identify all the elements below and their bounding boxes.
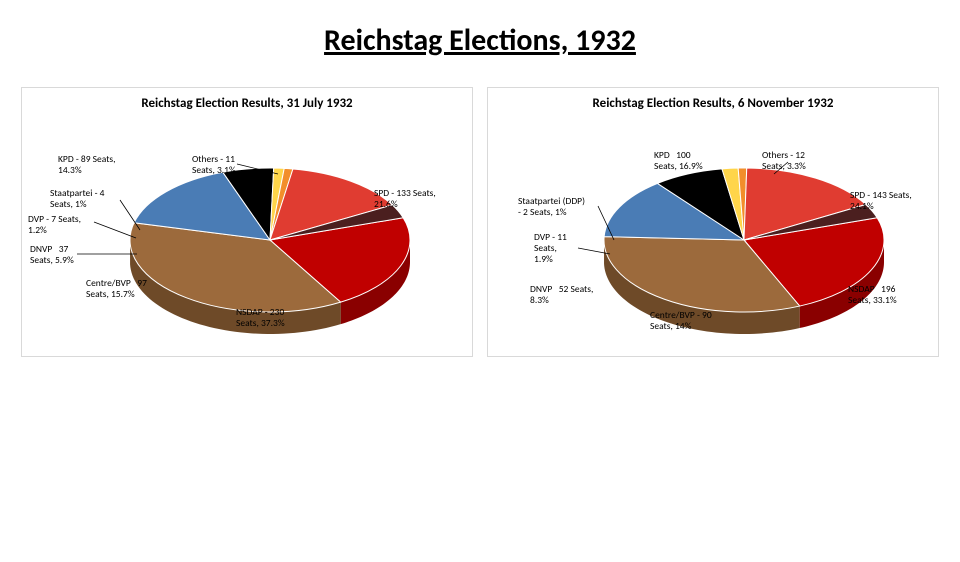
slice-label: SPD - 143 Seats, 24.1%: [850, 190, 912, 212]
slice-label: Staatpartei (DDP) - 2 Seats, 1%: [518, 196, 585, 218]
slice-label: NSDAP 196 Seats, 33.1%: [848, 284, 897, 306]
slice-label: DNVP 37 Seats, 5.9%: [30, 244, 74, 266]
chart-svg-november: [488, 88, 940, 358]
slice-label: DNVP 52 Seats, 8.3%: [530, 284, 593, 306]
slice-label: Staatpartei - 4 Seats, 1%: [50, 188, 105, 210]
slice-label: Others - 11 Seats, 3.1%: [192, 154, 236, 176]
slice-label: SPD - 133 Seats, 21.6%: [374, 188, 436, 210]
slice-label: KPD 100 Seats, 16.9%: [654, 150, 703, 172]
slice-label: Others - 12 Seats, 3.3%: [762, 150, 806, 172]
leader-line: [94, 222, 136, 238]
slice-label: KPD - 89 Seats, 14.3%: [58, 154, 116, 176]
slice-label: Centre/BVP - 90 Seats, 14%: [650, 310, 712, 332]
chart-panel-november: Reichstag Election Results, 6 November 1…: [487, 87, 939, 357]
slice-label: DVP - 7 Seats, 1.2%: [28, 214, 81, 236]
page-title: Reichstag Elections, 1932: [0, 22, 960, 59]
charts-row: Reichstag Election Results, 31 July 1932…: [0, 87, 960, 357]
leader-line: [120, 200, 140, 230]
slice-label: DVP - 11 Seats, 1.9%: [534, 232, 567, 265]
slice-label: Centre/BVP 97 Seats, 15.7%: [86, 278, 147, 300]
chart-panel-july: Reichstag Election Results, 31 July 1932…: [21, 87, 473, 357]
slice-label: NSDAP - 230 Seats, 37.3%: [236, 307, 285, 329]
